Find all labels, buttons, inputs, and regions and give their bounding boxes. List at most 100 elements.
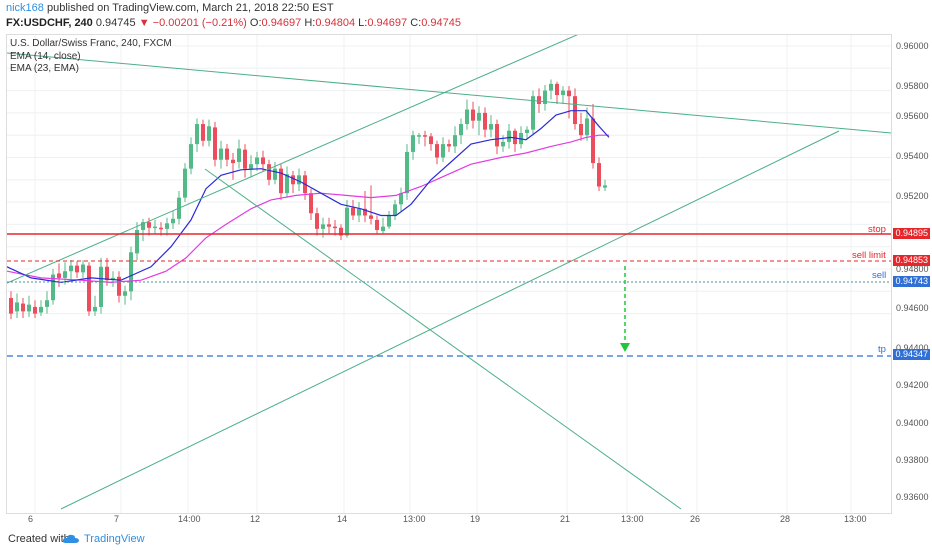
candle-body bbox=[123, 291, 127, 296]
price-tick-label: 0.94600 bbox=[896, 303, 929, 313]
upper-channel-line bbox=[7, 35, 578, 284]
tradingview-brand-link[interactable]: TradingView bbox=[84, 533, 145, 545]
candle-body bbox=[411, 135, 415, 152]
candle-body bbox=[9, 297, 13, 314]
price-tick-label: 0.94800 bbox=[896, 264, 929, 274]
candle-body bbox=[75, 265, 79, 273]
candle-body bbox=[579, 124, 583, 136]
legend-ema-23[interactable]: EMA (23, EMA) bbox=[10, 63, 79, 74]
author-link[interactable]: nick168 bbox=[6, 2, 44, 14]
candle-body bbox=[183, 168, 187, 198]
candle-body bbox=[453, 135, 457, 147]
price-change: −0.00201 (−0.21%) bbox=[152, 17, 247, 29]
candle-body bbox=[483, 112, 487, 130]
time-tick-label: 13:00 bbox=[844, 514, 867, 524]
open-label: O: bbox=[249, 17, 262, 29]
candle-body bbox=[357, 208, 361, 216]
price-tick-label: 0.94000 bbox=[896, 418, 929, 428]
created-with-text: Created with bbox=[8, 533, 70, 545]
candle-body bbox=[225, 148, 229, 160]
candle-body bbox=[249, 164, 253, 169]
candle-body bbox=[363, 208, 367, 216]
close-label: C: bbox=[410, 17, 422, 29]
candle-body bbox=[33, 306, 37, 314]
candle-body bbox=[501, 141, 505, 147]
candle-body bbox=[291, 175, 295, 185]
candle-body bbox=[375, 219, 379, 230]
level-label-sell_limit: sell limit bbox=[852, 250, 886, 261]
candle-body bbox=[27, 304, 31, 312]
candle-body bbox=[117, 276, 121, 296]
price-axis[interactable]: 0.96000 0.95800 0.95600 0.95400 0.95200 0.948… bbox=[890, 34, 932, 512]
candle-body bbox=[405, 151, 409, 194]
candle-body bbox=[591, 118, 595, 164]
candle-body bbox=[213, 127, 217, 160]
price-tick-label: 0.94400 bbox=[896, 343, 929, 353]
candle-body bbox=[45, 300, 49, 307]
time-tick-label: 14 bbox=[337, 514, 348, 524]
candle-body bbox=[207, 126, 211, 141]
price-tag-tp: 0.94347 bbox=[893, 349, 930, 360]
low-value: 0.94697 bbox=[367, 17, 408, 29]
candle-body bbox=[507, 130, 511, 142]
candle-body bbox=[369, 215, 373, 219]
price-tag-sell: 0.94743 bbox=[893, 276, 930, 287]
footer: Created with TradingView bbox=[0, 529, 932, 550]
chart-pane[interactable] bbox=[6, 34, 892, 514]
time-tick-label: 12 bbox=[250, 514, 261, 524]
price-tick-label: 0.96000 bbox=[896, 41, 929, 51]
cloud-logo-icon bbox=[62, 534, 79, 543]
candle-body bbox=[315, 213, 319, 229]
candle-body bbox=[555, 83, 559, 96]
candle-body bbox=[231, 159, 235, 164]
candle-body bbox=[267, 164, 271, 180]
candle-body bbox=[525, 129, 529, 133]
candle-body bbox=[543, 90, 547, 104]
candle-body bbox=[189, 144, 193, 169]
candle-body bbox=[285, 174, 289, 194]
resistance-trendline bbox=[7, 52, 891, 134]
time-tick-label: 7 bbox=[114, 514, 120, 524]
candle-body bbox=[537, 96, 541, 104]
price-tick-label: 0.95400 bbox=[896, 151, 929, 161]
candle-body bbox=[39, 306, 43, 313]
time-tick-label: 28 bbox=[780, 514, 791, 524]
candle-body bbox=[435, 144, 439, 158]
candle-body bbox=[399, 193, 403, 205]
price-tick-label: 0.95800 bbox=[896, 81, 929, 91]
symbol-info: FX:USDCHF, 240 0.94745 ▼ −0.00201 (−0.21… bbox=[6, 17, 461, 29]
candle-body bbox=[327, 224, 331, 227]
high-value: 0.94804 bbox=[315, 17, 356, 29]
legend-title: U.S. Dollar/Swiss Franc, 240, FXCM bbox=[10, 38, 172, 49]
candle-body bbox=[159, 227, 163, 230]
candle-body bbox=[147, 222, 151, 228]
candle-body bbox=[387, 215, 391, 227]
ema-23-line bbox=[7, 134, 609, 284]
candle-body bbox=[99, 266, 103, 307]
low-label: L: bbox=[358, 17, 368, 29]
candle-body bbox=[459, 124, 463, 136]
open-value: 0.94697 bbox=[261, 17, 302, 29]
candle-body bbox=[567, 90, 571, 97]
candle-body bbox=[603, 185, 607, 188]
level-label-tp: tp bbox=[878, 344, 886, 355]
candle-body bbox=[585, 118, 589, 136]
level-label-stop: stop bbox=[868, 224, 886, 235]
publish-header: nick168 published on TradingView.com, Ma… bbox=[0, 0, 932, 32]
candle-body bbox=[105, 266, 109, 281]
time-axis[interactable]: 6 7 14:00 12 14 13:00 19 21 13:00 26 28 13:00 bbox=[6, 512, 890, 526]
down-arrow-icon: ▼ bbox=[138, 17, 150, 29]
target-arrow-head-icon bbox=[620, 343, 630, 352]
price-chart[interactable] bbox=[7, 35, 891, 513]
publish-text: published on TradingView.com, March 21, … bbox=[46, 2, 334, 14]
candle-body bbox=[297, 175, 301, 185]
time-tick-label: 14:00 bbox=[178, 514, 201, 524]
price-tick-label: 0.93800 bbox=[896, 455, 929, 465]
level-label-sell: sell bbox=[872, 270, 887, 281]
candle-body bbox=[51, 274, 55, 301]
lower-channel-line bbox=[60, 130, 840, 510]
candle-body bbox=[93, 306, 97, 312]
candle-body bbox=[219, 148, 223, 160]
candle-body bbox=[237, 148, 241, 162]
legend-ema-14[interactable]: EMA (14, close) bbox=[10, 50, 81, 62]
